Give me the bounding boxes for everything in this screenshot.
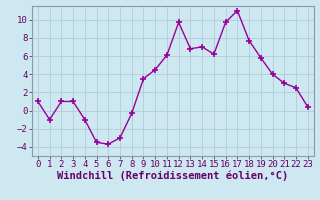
X-axis label: Windchill (Refroidissement éolien,°C): Windchill (Refroidissement éolien,°C) xyxy=(57,171,288,181)
